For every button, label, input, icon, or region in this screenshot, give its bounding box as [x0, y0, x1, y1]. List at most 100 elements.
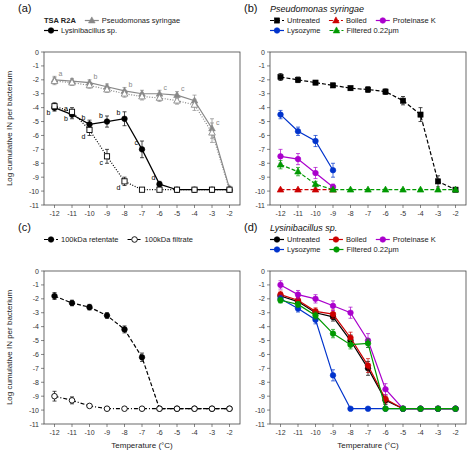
y-tick-label: 0 — [261, 268, 265, 275]
y-tick — [41, 271, 44, 272]
error-cap — [53, 84, 57, 85]
x-tick-label: -7 — [365, 429, 371, 436]
x-tick — [438, 424, 439, 427]
point-label: a — [64, 105, 68, 112]
error-cap — [123, 177, 127, 178]
point-label: b — [64, 115, 68, 122]
error-bar — [123, 112, 127, 126]
error-bar — [436, 176, 440, 187]
marker — [295, 292, 301, 298]
series — [52, 104, 233, 192]
error-cap — [175, 104, 179, 105]
y-tick-label: -9 — [259, 393, 265, 400]
y-tick — [41, 121, 44, 122]
y-tick-label: -5 — [259, 337, 265, 344]
error-bar — [279, 291, 283, 298]
marker — [400, 406, 406, 412]
legend-entry: Lysozyme — [270, 26, 320, 35]
error-bar — [366, 334, 370, 348]
series-line — [281, 156, 334, 187]
error-cap — [384, 394, 388, 395]
y-tick — [267, 177, 270, 178]
y-tick-label: -4 — [33, 323, 39, 330]
marker — [313, 80, 318, 85]
y-tick — [267, 340, 270, 341]
x-tick-label: -8 — [347, 210, 353, 217]
error-cap — [314, 294, 318, 295]
point-labels: abbcccabbbcdbbdcd — [47, 70, 220, 192]
error-cap — [88, 135, 92, 136]
error-bar — [314, 167, 318, 178]
error-bar — [279, 281, 283, 289]
error-cap — [88, 124, 92, 125]
error-cap — [70, 115, 74, 116]
legend-entry: 100kDa retentate — [44, 235, 119, 244]
series — [52, 103, 232, 193]
error-bar — [123, 326, 127, 333]
x-tick-label: -5 — [400, 429, 406, 436]
series — [51, 76, 233, 190]
y-tick — [41, 368, 44, 369]
x-tick-label: -12 — [275, 210, 285, 217]
marker — [192, 406, 198, 412]
error-cap — [314, 318, 318, 319]
y-tick-label: -6 — [259, 132, 265, 139]
panel-label: (b) — [244, 2, 257, 14]
legend-entry: Lysozyme — [270, 245, 320, 254]
legend-entry: 100kDa filtrate — [128, 235, 193, 244]
marker — [295, 156, 301, 162]
x-tick — [438, 205, 439, 208]
legend-label: Untreated — [287, 235, 320, 244]
series-line — [55, 81, 230, 189]
marker — [312, 181, 319, 187]
x-tick — [298, 205, 299, 208]
error-cap — [279, 110, 283, 111]
error-cap — [53, 401, 57, 402]
y-tick — [41, 107, 44, 108]
error-cap — [401, 96, 405, 97]
y-tick — [41, 410, 44, 411]
legend-entry: Boiled — [329, 235, 367, 244]
marker — [330, 373, 336, 379]
marker — [365, 363, 371, 369]
series — [278, 149, 336, 189]
legend-entry: Filtered 0.22μm — [329, 245, 398, 254]
y-tick-label: -9 — [33, 393, 39, 400]
series — [51, 78, 233, 192]
error-bar — [123, 177, 127, 185]
x-tick-label: -5 — [174, 210, 180, 217]
y-tick-label: -7 — [33, 365, 39, 372]
marker — [156, 94, 163, 100]
marker — [382, 186, 389, 192]
error-cap — [314, 302, 318, 303]
point-label: c — [216, 119, 220, 126]
series-line — [281, 295, 456, 409]
legend-label: Proteinase K — [393, 16, 436, 25]
error-bar — [314, 312, 318, 319]
error-cap — [158, 101, 162, 102]
error-cap — [401, 104, 405, 105]
plot-frame — [270, 52, 466, 205]
x-tick — [420, 424, 421, 427]
x-tick-label: -4 — [417, 210, 423, 217]
series-line — [281, 300, 456, 408]
marker — [209, 406, 215, 412]
x-tick-label: -4 — [191, 210, 197, 217]
marker — [435, 406, 441, 412]
series-line — [55, 106, 230, 189]
x-tick — [368, 424, 369, 427]
x-tick — [89, 424, 90, 427]
error-cap — [366, 358, 370, 359]
legend-marker — [48, 28, 54, 34]
marker — [400, 406, 406, 412]
marker — [383, 406, 389, 412]
error-bar — [296, 127, 300, 135]
error-cap — [279, 80, 283, 81]
marker — [157, 406, 163, 412]
error-cap — [349, 348, 353, 349]
marker — [139, 147, 145, 153]
marker — [400, 406, 406, 412]
marker — [278, 112, 284, 118]
marker — [365, 341, 371, 347]
marker — [174, 187, 179, 192]
